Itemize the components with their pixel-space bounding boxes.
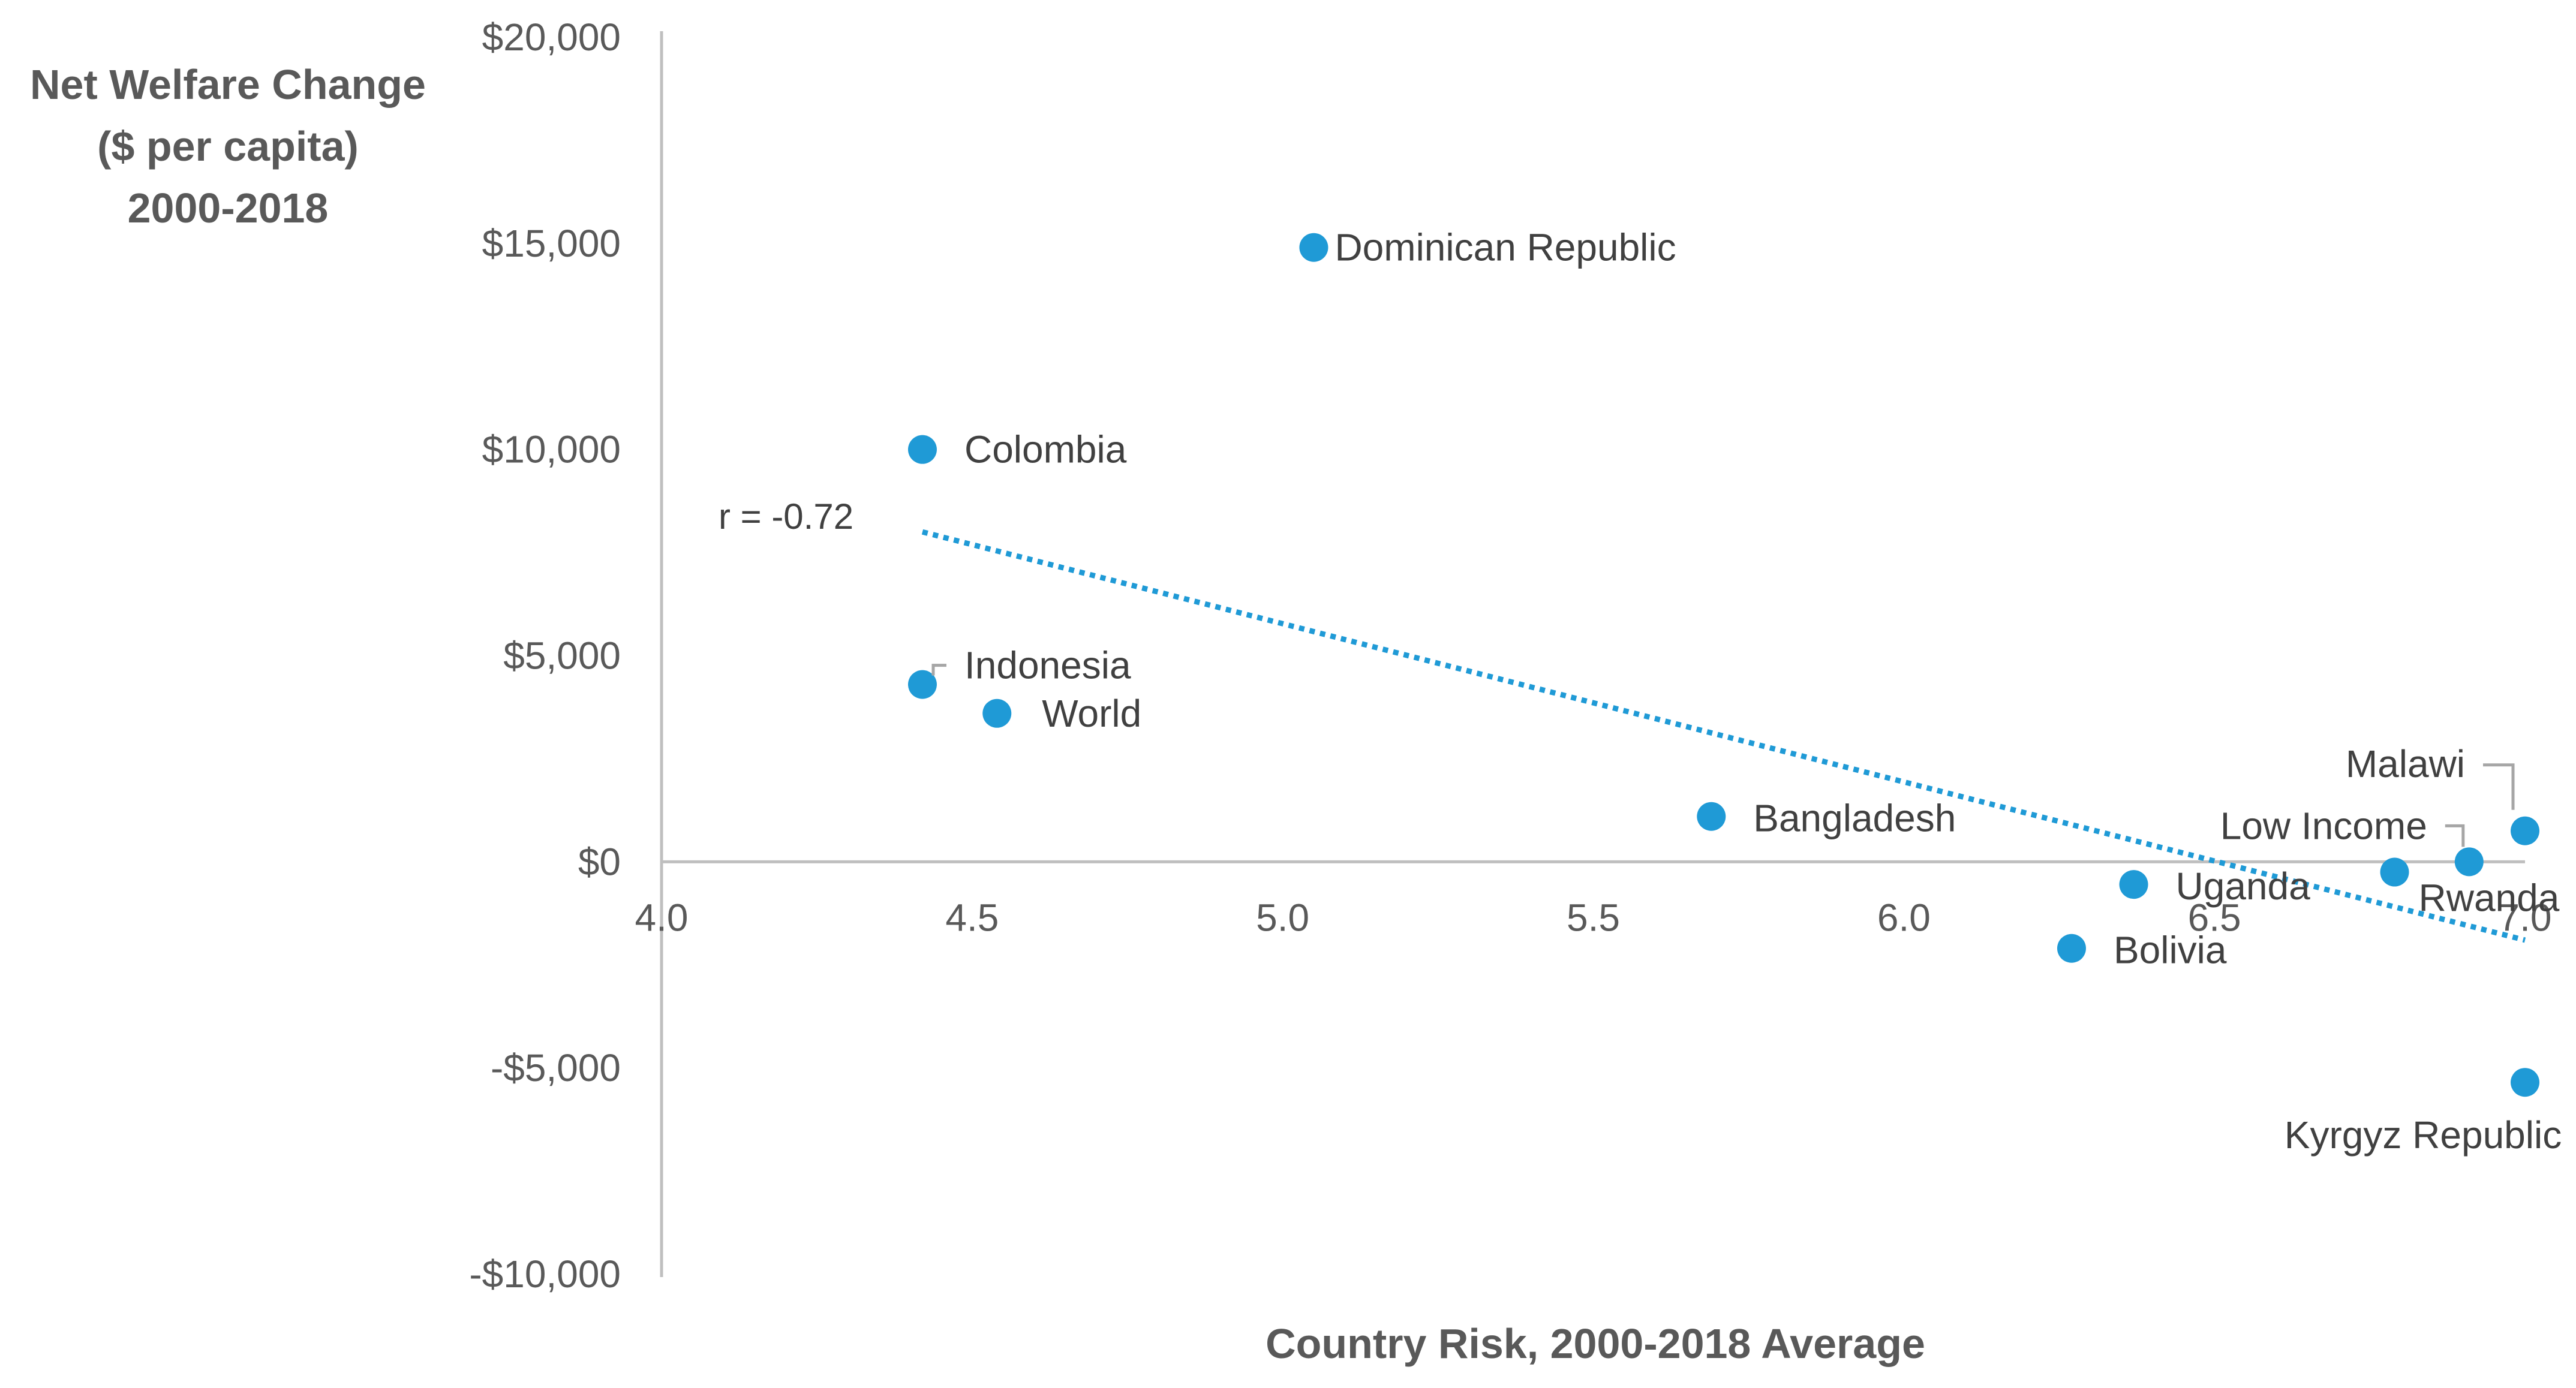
leader-line-indonesia bbox=[931, 664, 946, 676]
point-label-world: World bbox=[1042, 692, 1141, 735]
point-label-bolivia: Bolivia bbox=[2114, 929, 2227, 972]
titles-layer: Net Welfare Change ($ per capita) 2000-201… bbox=[30, 61, 1925, 1367]
y-tick-label: -$10,000 bbox=[469, 1252, 621, 1296]
x-tick-label: 7.0 bbox=[2499, 896, 2552, 939]
point-label-indonesia: Indonesia bbox=[964, 644, 1131, 687]
point-low-income bbox=[2454, 847, 2484, 877]
point-label-kyrgyz-republic: Kyrgyz Republic bbox=[2285, 1113, 2562, 1157]
labels-layer: Dominican Republic Colombia Indonesia World… bbox=[931, 226, 2562, 1157]
point-indonesia bbox=[907, 670, 937, 699]
leader-line-malawi bbox=[2483, 763, 2515, 810]
point-label-bangladesh: Bangladesh bbox=[1753, 797, 1956, 840]
y-tick-label: $5,000 bbox=[503, 634, 621, 678]
y-tick-label: $0 bbox=[578, 840, 621, 883]
point-label-colombia: Colombia bbox=[964, 428, 1127, 471]
point-uganda bbox=[2119, 870, 2148, 899]
y-tick-label: -$5,000 bbox=[491, 1046, 621, 1089]
x-tick-label: 4.0 bbox=[635, 896, 689, 939]
x-tick-label: 5.5 bbox=[1567, 896, 1620, 939]
x-tick-label: 6.0 bbox=[1877, 896, 1931, 939]
point-colombia bbox=[907, 435, 937, 464]
point-label-uganda: Uganda bbox=[2176, 865, 2311, 908]
x-tick-label: 4.5 bbox=[945, 896, 999, 939]
point-label-rwanda: Rwanda bbox=[2419, 877, 2560, 920]
leader-line-low-income bbox=[2445, 824, 2465, 847]
x-axis-title: Country Risk, 2000-2018 Average bbox=[1266, 1320, 1925, 1367]
point-world bbox=[982, 698, 1012, 728]
point-dominican-republic bbox=[1299, 233, 1328, 262]
point-rwanda bbox=[2380, 857, 2409, 887]
point-label-low-income: Low Income bbox=[2220, 804, 2427, 847]
point-bolivia bbox=[2057, 934, 2086, 963]
points-layer bbox=[907, 233, 2539, 1097]
point-kyrgyz-republic bbox=[2511, 1068, 2539, 1097]
x-tick-label: 6.5 bbox=[2188, 896, 2241, 939]
trendline-layer: r = -0.72 bbox=[719, 496, 2526, 943]
y-tick-label: $15,000 bbox=[482, 222, 621, 265]
x-tick-label: 5.0 bbox=[1256, 896, 1309, 939]
point-label-malawi: Malawi bbox=[2346, 742, 2465, 785]
correlation-annotation: r = -0.72 bbox=[719, 496, 853, 537]
point-bangladesh bbox=[1697, 802, 1726, 831]
point-malawi bbox=[2511, 816, 2539, 845]
y-axis-title-line: ($ per capita) bbox=[97, 123, 359, 170]
y-tick-label: $20,000 bbox=[482, 16, 621, 59]
y-axis-title-line: Net Welfare Change bbox=[30, 61, 426, 108]
point-label-dominican-republic: Dominican Republic bbox=[1334, 226, 1676, 269]
y-axis-title-line: 2000-2018 bbox=[128, 185, 329, 231]
y-tick-label: $10,000 bbox=[482, 428, 621, 471]
axes-layer: $20,000 $15,000 $10,000 $5,000 $0 -$5,000 -$10… bbox=[469, 16, 2551, 1296]
